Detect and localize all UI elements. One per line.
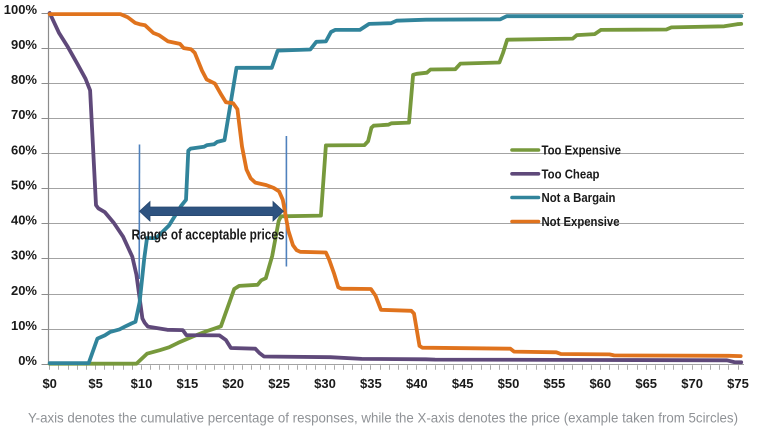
svg-text:$50: $50 [498, 376, 520, 391]
svg-text:30%: 30% [11, 248, 37, 263]
svg-text:$15: $15 [177, 376, 199, 391]
svg-text:$0: $0 [42, 376, 56, 391]
svg-text:90%: 90% [11, 37, 37, 52]
svg-text:100%: 100% [4, 2, 38, 17]
svg-text:40%: 40% [11, 213, 37, 228]
svg-text:10%: 10% [11, 318, 37, 333]
svg-text:Too Cheap: Too Cheap [542, 167, 600, 182]
svg-text:70%: 70% [11, 107, 37, 122]
svg-text:20%: 20% [11, 283, 37, 298]
svg-text:$70: $70 [681, 376, 703, 391]
svg-text:Y-axis denotes the cumulative: Y-axis denotes the cumulative percentage… [28, 410, 738, 426]
svg-text:$65: $65 [635, 376, 657, 391]
svg-text:$10: $10 [131, 376, 153, 391]
svg-text:80%: 80% [11, 72, 37, 87]
svg-text:$40: $40 [406, 376, 428, 391]
svg-text:$55: $55 [544, 376, 566, 391]
svg-text:Not a Bargain: Not a Bargain [542, 190, 616, 205]
svg-text:$5: $5 [88, 376, 102, 391]
svg-text:Not Expensive: Not Expensive [542, 214, 620, 229]
svg-text:50%: 50% [11, 177, 37, 192]
svg-text:$45: $45 [452, 376, 474, 391]
svg-text:$75: $75 [727, 376, 749, 391]
svg-text:$35: $35 [360, 376, 382, 391]
svg-text:0%: 0% [18, 353, 37, 368]
svg-text:Range of acceptable prices: Range of acceptable prices [132, 227, 285, 244]
svg-text:$60: $60 [589, 376, 611, 391]
svg-text:Too Expensive: Too Expensive [542, 143, 622, 158]
svg-text:$30: $30 [314, 376, 336, 391]
svg-text:$20: $20 [222, 376, 244, 391]
svg-text:60%: 60% [11, 142, 37, 157]
svg-text:$25: $25 [268, 376, 290, 391]
